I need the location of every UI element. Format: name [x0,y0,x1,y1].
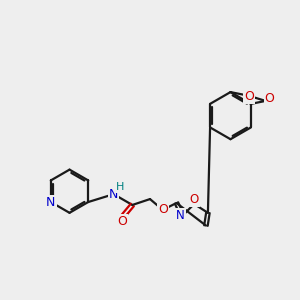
Text: O: O [158,203,168,216]
Text: O: O [265,92,275,106]
Text: O: O [244,91,254,103]
Text: O: O [118,215,128,228]
Text: O: O [190,193,199,206]
Text: N: N [46,196,56,208]
Text: N: N [109,188,118,201]
Text: N: N [176,209,185,222]
Text: H: H [116,182,125,192]
